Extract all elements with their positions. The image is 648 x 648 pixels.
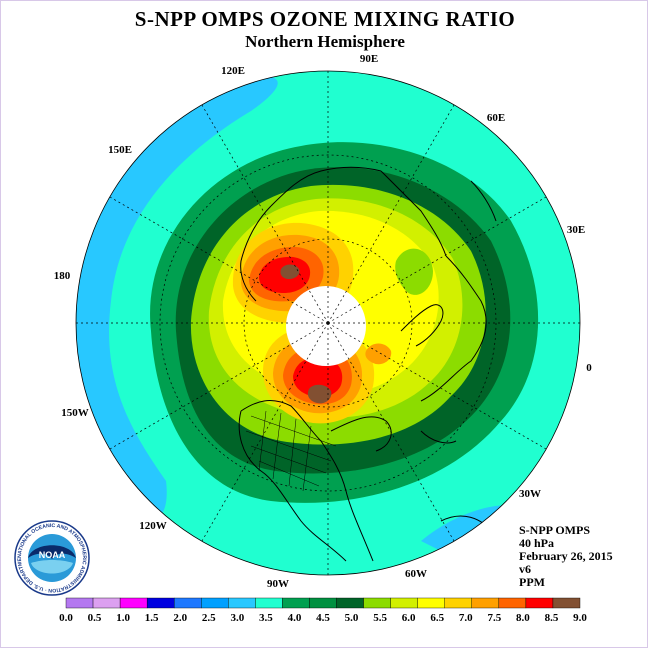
lon-label-150e: 150E — [108, 144, 132, 156]
colorbar-box-7 — [255, 597, 283, 609]
colorbar-box-12 — [390, 597, 418, 609]
polar-map: 120E 90E 60E 30E 0 30W 60W 90W 120W 150W… — [54, 53, 593, 590]
graticule — [76, 71, 580, 575]
noaa-logo: NATIONAL OCEANIC AND ATMOSPHERIC ADMINIS… — [13, 519, 90, 596]
colorbar-tick-label: 1.0 — [116, 612, 130, 624]
colorbar-box-1 — [92, 597, 121, 609]
map-border — [75, 70, 581, 576]
colorbar-tick-label: 7.5 — [487, 612, 501, 624]
page-subtitle: Northern Hemisphere — [245, 32, 405, 51]
state-borders — [245, 410, 337, 492]
colorbar-box-14 — [444, 597, 472, 609]
colorbar: 0.0 0.5 1.0 1.5 2.0 2.5 3.0 3.5 4.0 4.5 5.0 5.5 6.0 6… — [59, 597, 587, 624]
page-title: S-NPP OMPS OZONE MIXING RATIO — [134, 7, 516, 31]
lon-label-90e: 90E — [360, 53, 378, 65]
info-panel: S-NPP OMPS 40 hPa February 26, 2015 v6 P… — [519, 524, 613, 589]
colorbar-tick-label: 3.5 — [259, 612, 273, 624]
lon-label-30e: 30E — [567, 224, 585, 236]
colorbar-box-2 — [119, 597, 148, 609]
colorbar-tick-label: 1.5 — [145, 612, 159, 624]
colorbar-box-0 — [65, 597, 94, 609]
colorbar-box-11 — [363, 597, 391, 609]
colorbar-tick-label: 7.0 — [459, 612, 473, 624]
lon-label-180: 180 — [54, 270, 71, 282]
info-date: February 26, 2015 — [519, 549, 613, 563]
lon-label-60w: 60W — [405, 568, 427, 580]
coastlines — [238, 166, 497, 562]
colorbar-tick-label: 6.0 — [402, 612, 416, 624]
colorbar-box-6 — [228, 597, 256, 609]
colorbar-tick-label: 6.5 — [430, 612, 444, 624]
colorbar-box-5 — [201, 597, 229, 609]
colorbar-box-3 — [146, 597, 175, 609]
colorbar-boxes — [65, 597, 581, 609]
colorbar-tick-label: 2.0 — [173, 612, 187, 624]
colorbar-tick-label: 9.0 — [573, 612, 587, 624]
colorbar-tick-label: 4.5 — [316, 612, 330, 624]
colorbar-box-17 — [525, 597, 554, 609]
lon-label-120w: 120W — [139, 520, 167, 532]
colorbar-tick-label: 0.0 — [59, 612, 73, 624]
colorbar-box-8 — [282, 597, 310, 609]
colorbar-tick-label: 2.5 — [202, 612, 216, 624]
colorbar-box-9 — [309, 597, 337, 609]
colorbar-tick-label: 3.0 — [230, 612, 244, 624]
colorbar-tick-label: 8.0 — [516, 612, 530, 624]
info-units: PPM — [519, 575, 545, 589]
colorbar-box-4 — [174, 597, 202, 609]
lon-label-30w: 30W — [519, 488, 541, 500]
lon-label-120e: 120E — [221, 65, 245, 77]
lon-label-150w: 150W — [61, 407, 89, 419]
info-instrument: S-NPP OMPS — [519, 523, 590, 537]
colorbar-box-13 — [417, 597, 445, 609]
colorbar-box-10 — [336, 597, 364, 609]
colorbar-labels: 0.0 0.5 1.0 1.5 2.0 2.5 3.0 3.5 4.0 4.5 5.0 5.5 6.0 6… — [59, 612, 587, 624]
colorbar-box-15 — [471, 597, 500, 609]
info-level: 40 hPa — [519, 536, 555, 550]
colorbar-tick-label: 0.5 — [88, 612, 102, 624]
lon-label-0: 0 — [586, 362, 592, 374]
logo-text: NOAA — [39, 550, 66, 560]
colorbar-tick-label: 5.0 — [345, 612, 359, 624]
info-version: v6 — [519, 562, 531, 576]
lon-label-90w: 90W — [267, 578, 289, 590]
lon-label-60e: 60E — [487, 112, 505, 124]
colorbar-box-18 — [552, 597, 581, 609]
ozone-field — [76, 71, 580, 575]
colorbar-box-16 — [498, 597, 527, 609]
colorbar-tick-label: 4.0 — [288, 612, 302, 624]
colorbar-tick-label: 8.5 — [545, 612, 559, 624]
colorbar-tick-label: 5.5 — [373, 612, 387, 624]
